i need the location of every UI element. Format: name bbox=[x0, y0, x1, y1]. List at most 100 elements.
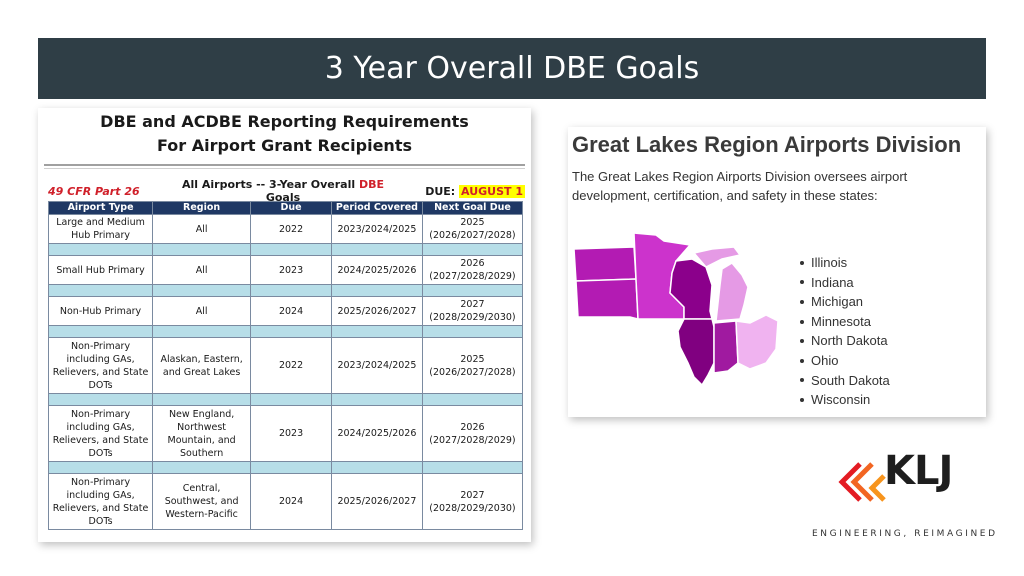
due-label: DUE: AUGUST 1 bbox=[394, 184, 525, 198]
next-goal-year: 2026 bbox=[460, 258, 485, 269]
bullet-icon bbox=[800, 339, 804, 344]
region-description: The Great Lakes Region Airports Division… bbox=[572, 169, 908, 203]
slide-title-bar: 3 Year Overall DBE Goals bbox=[38, 38, 986, 99]
period-cell: 2023/2024/2025 bbox=[330, 337, 423, 394]
illinois-shape bbox=[677, 318, 715, 387]
bullet-icon bbox=[800, 319, 804, 324]
next-goal-period: (2027/2028/2029) bbox=[429, 434, 516, 446]
heading-line-1: DBE and ACDBE Reporting Requirements bbox=[100, 112, 469, 131]
bullet-icon bbox=[800, 299, 804, 304]
period-cell: 2024/2025/2026 bbox=[330, 405, 423, 462]
klj-logo-mark-icon bbox=[838, 462, 886, 502]
list-item: Minnesota bbox=[800, 312, 890, 332]
cfr-label: 49 CFR Part 26 bbox=[48, 184, 140, 198]
table-spacer-row bbox=[47, 325, 524, 338]
next-goal-period: (2027/2028/2029) bbox=[429, 271, 516, 282]
requirements-table: Airport Type Region Due Period Covered N… bbox=[47, 201, 524, 530]
michigan-lower-shape bbox=[715, 262, 749, 322]
state-name: Michigan bbox=[811, 294, 864, 310]
ohio-shape bbox=[735, 314, 779, 370]
michigan-upper-shape bbox=[692, 246, 742, 268]
heading-line-2: For Airport Grant Recipients bbox=[157, 136, 412, 155]
table-row: Non-Primary including GAs, Relievers, an… bbox=[47, 473, 524, 530]
next-goal-year: 2025 bbox=[460, 353, 485, 365]
list-item: Illinois bbox=[800, 253, 890, 273]
next-goal-period: (2026/2027/2028) bbox=[429, 230, 516, 241]
airport-type-cell: Non-Primary including GAs, Relievers, an… bbox=[47, 337, 154, 394]
region-cell: All bbox=[152, 255, 252, 285]
list-item: North Dakota bbox=[800, 331, 890, 351]
next-goal-year: 2026 bbox=[460, 421, 485, 433]
divider bbox=[44, 168, 525, 169]
next-goal-year: 2027 bbox=[460, 299, 485, 310]
table-row: Small Hub Primary All 2023 2024/2025/202… bbox=[47, 255, 524, 285]
slide-title: 3 Year Overall DBE Goals bbox=[324, 51, 700, 86]
requirements-heading: DBE and ACDBE Reporting Requirements For… bbox=[44, 108, 525, 158]
state-name: Minnesota bbox=[811, 313, 871, 329]
list-item: Ohio bbox=[800, 351, 890, 371]
period-cell: 2024/2025/2026 bbox=[330, 255, 423, 285]
table-spacer-row bbox=[47, 284, 524, 297]
indiana-shape bbox=[713, 320, 739, 374]
table-row: Non-Primary including GAs, Relievers, an… bbox=[47, 337, 524, 394]
due-cell: 2023 bbox=[250, 405, 332, 462]
next-goal-cell: 2025 (2026/2027/2028) bbox=[421, 337, 524, 394]
list-item: South Dakota bbox=[800, 371, 890, 391]
table-row: Non-Hub Primary All 2024 2025/2026/2027 … bbox=[47, 296, 524, 326]
table-row: Large and Medium Hub Primary All 2022 20… bbox=[47, 214, 524, 244]
all-airports-prefix: All Airports -- 3-Year Overall bbox=[182, 178, 359, 191]
table-row: Non-Primary including GAs, Relievers, an… bbox=[47, 405, 524, 462]
due-cell: 2024 bbox=[250, 296, 332, 326]
state-name: Wisconsin bbox=[811, 392, 871, 408]
next-goal-period: (2026/2027/2028) bbox=[429, 366, 516, 378]
airport-type-cell: Small Hub Primary bbox=[47, 255, 154, 285]
region-cell: Central, Southwest, and Western-Pacific bbox=[152, 473, 252, 530]
column-header: Period Covered bbox=[330, 201, 423, 215]
all-airports-suffix: Goals bbox=[265, 191, 301, 204]
bullet-icon bbox=[800, 397, 804, 402]
region-title: Great Lakes Region Airports Division bbox=[572, 132, 962, 157]
column-header: Due bbox=[250, 201, 332, 215]
period-cell: 2025/2026/2027 bbox=[330, 296, 423, 326]
bullet-icon bbox=[800, 260, 804, 265]
bullet-icon bbox=[800, 378, 804, 383]
next-goal-cell: 2026 (2027/2028/2029) bbox=[421, 405, 524, 462]
logo-tagline: ENGINEERING, REIMAGINED bbox=[812, 529, 998, 539]
airport-type-cell: Non-Primary including GAs, Relievers, an… bbox=[47, 473, 154, 530]
region-cell: All bbox=[152, 296, 252, 326]
airport-type-cell: Large and Medium Hub Primary bbox=[47, 214, 154, 244]
great-lakes-states-map bbox=[573, 232, 779, 387]
next-goal-cell: 2027 (2028/2029/2030) bbox=[421, 473, 524, 530]
region-cell: All bbox=[152, 214, 252, 244]
table-spacer-row bbox=[47, 461, 524, 474]
bullet-icon bbox=[800, 358, 804, 363]
due-date-highlight: AUGUST 1 bbox=[459, 184, 525, 198]
next-goal-cell: 2027 (2028/2029/2030) bbox=[421, 296, 524, 326]
all-airports-label: All Airports -- 3-Year Overall DBE Goals bbox=[172, 178, 394, 204]
state-name: Indiana bbox=[811, 274, 854, 290]
next-goal-cell: 2026 (2027/2028/2029) bbox=[421, 255, 524, 285]
list-item: Indiana bbox=[800, 273, 890, 293]
region-cell: New England, Northwest Mountain, and Sou… bbox=[152, 405, 252, 462]
info-row: 49 CFR Part 26 All Airports -- 3-Year Ov… bbox=[44, 178, 525, 204]
period-cell: 2025/2026/2027 bbox=[330, 473, 423, 530]
divider bbox=[44, 164, 525, 166]
list-item: Michigan bbox=[800, 292, 890, 312]
states-list: Illinois Indiana Michigan Minnesota Nort… bbox=[800, 253, 890, 410]
klj-logo-text: KLJ bbox=[884, 448, 953, 494]
due-cell: 2024 bbox=[250, 473, 332, 530]
north-dakota-shape bbox=[573, 246, 637, 282]
south-dakota-shape bbox=[575, 278, 639, 320]
airport-type-cell: Non-Primary including GAs, Relievers, an… bbox=[47, 405, 154, 462]
region-cell: Alaskan, Eastern, and Great Lakes bbox=[152, 337, 252, 394]
column-header: Next Goal Due bbox=[421, 201, 524, 215]
table-spacer-row bbox=[47, 243, 524, 256]
list-item: Wisconsin bbox=[800, 390, 890, 410]
bullet-icon bbox=[800, 280, 804, 285]
reporting-requirements-image: DBE and ACDBE Reporting Requirements For… bbox=[38, 108, 531, 542]
table-spacer-row bbox=[47, 393, 524, 406]
next-goal-year: 2025 bbox=[460, 217, 485, 228]
column-header: Airport Type bbox=[47, 201, 154, 215]
next-goal-period: (2028/2029/2030) bbox=[429, 312, 516, 323]
period-cell: 2023/2024/2025 bbox=[330, 214, 423, 244]
